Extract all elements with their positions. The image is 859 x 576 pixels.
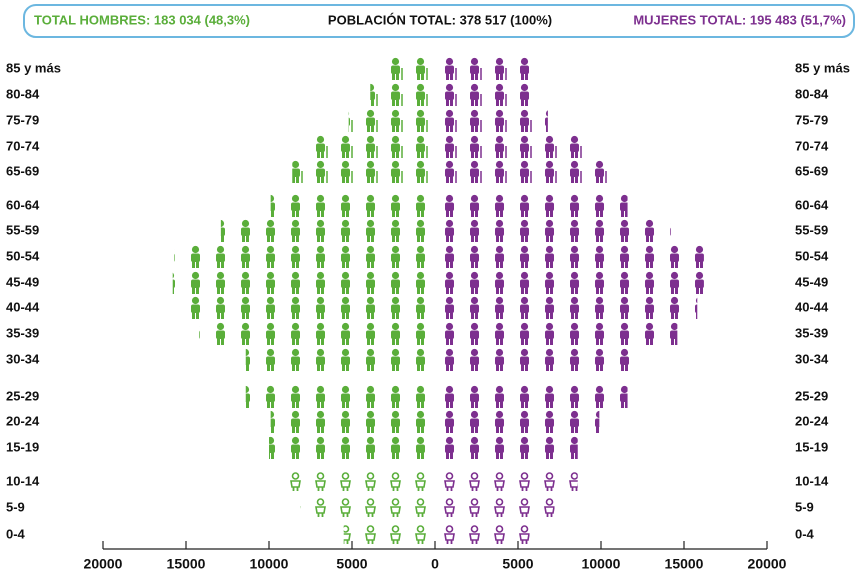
bar-men xyxy=(172,271,433,295)
x-tick-label: 10000 xyxy=(582,556,621,572)
bar-men xyxy=(390,57,433,81)
category-label-left: 30-34 xyxy=(6,351,40,366)
category-label-left: 45-49 xyxy=(6,274,39,289)
category-label-right: 20-24 xyxy=(795,413,829,428)
category-label-left: 65-69 xyxy=(6,163,39,178)
bar-women xyxy=(437,83,530,107)
bar-women xyxy=(437,348,645,372)
category-label-left: 10-14 xyxy=(6,473,40,488)
bar-women xyxy=(437,322,678,346)
bar-men xyxy=(245,385,433,409)
category-label-right: 70-74 xyxy=(795,138,829,153)
x-tick-label: 5000 xyxy=(502,556,533,572)
category-label-left: 5-9 xyxy=(6,499,25,514)
category-label-right: 60-64 xyxy=(795,197,829,212)
bar-women xyxy=(437,245,704,269)
category-label-left: 85 y más xyxy=(6,60,61,75)
x-tick-label: 20000 xyxy=(748,556,787,572)
bar-men xyxy=(370,83,433,107)
bar-men xyxy=(270,410,433,434)
legend-box xyxy=(23,4,855,38)
category-label-right: 0-4 xyxy=(795,526,815,541)
category-label-right: 65-69 xyxy=(795,163,828,178)
bar-women xyxy=(437,160,613,184)
x-tick-label: 15000 xyxy=(167,556,206,572)
bar-men xyxy=(300,496,433,520)
category-label-right: 85 y más xyxy=(795,60,850,75)
bar-women xyxy=(437,436,578,460)
bar-men xyxy=(220,219,433,243)
category-label-left: 55-59 xyxy=(6,222,39,237)
x-tick-label: 0 xyxy=(431,556,439,572)
category-label-left: 20-24 xyxy=(6,413,40,428)
x-tick-label: 15000 xyxy=(665,556,704,572)
legend-men: TOTAL HOMBRES: 183 034 (48,3%) xyxy=(34,12,250,27)
category-label-left: 75-79 xyxy=(6,112,39,127)
bar-men xyxy=(176,296,434,320)
bar-women xyxy=(437,470,578,494)
bar-men xyxy=(199,322,433,346)
category-label-left: 35-39 xyxy=(6,325,39,340)
x-tick-label: 20000 xyxy=(84,556,123,572)
bar-men xyxy=(292,160,433,184)
bar-women xyxy=(437,57,530,81)
category-label-left: 25-29 xyxy=(6,388,39,403)
category-label-left: 80-84 xyxy=(6,86,40,101)
bar-men xyxy=(245,348,433,372)
bar-women xyxy=(437,385,628,409)
bar-men xyxy=(270,194,433,218)
bar-men xyxy=(174,245,433,269)
category-label-right: 50-54 xyxy=(795,248,829,263)
category-label-right: 55-59 xyxy=(795,222,828,237)
category-label-right: 5-9 xyxy=(795,499,814,514)
category-label-right: 35-39 xyxy=(795,325,828,340)
category-label-right: 25-29 xyxy=(795,388,828,403)
chart-title: POBLACIÓN TOTAL: 378 517 (100%) xyxy=(328,12,552,27)
bar-women xyxy=(437,135,590,159)
category-label-right: 40-44 xyxy=(795,299,829,314)
category-label-left: 50-54 xyxy=(6,248,40,263)
bar-women xyxy=(437,523,530,547)
bar-men xyxy=(280,470,433,494)
category-label-left: 40-44 xyxy=(6,299,40,314)
category-label-right: 75-79 xyxy=(795,112,828,127)
bar-women xyxy=(437,410,600,434)
bar-men xyxy=(269,436,433,460)
bar-women xyxy=(437,271,704,295)
bar-women xyxy=(437,296,698,320)
category-label-left: 60-64 xyxy=(6,197,40,212)
bar-women xyxy=(437,109,548,133)
bar-women xyxy=(437,194,628,218)
category-label-right: 30-34 xyxy=(795,351,829,366)
category-label-right: 15-19 xyxy=(795,439,828,454)
bar-men xyxy=(315,135,433,159)
category-label-right: 10-14 xyxy=(795,473,829,488)
legend-women: MUJERES TOTAL: 195 483 (51,7%) xyxy=(633,12,846,27)
x-tick-label: 5000 xyxy=(336,556,367,572)
category-label-left: 70-74 xyxy=(6,138,40,153)
category-label-left: 0-4 xyxy=(6,526,26,541)
bar-men xyxy=(343,523,433,547)
bar-women xyxy=(437,219,671,243)
bar-men xyxy=(348,109,433,133)
category-label-left: 15-19 xyxy=(6,439,39,454)
category-label-right: 45-49 xyxy=(795,274,828,289)
x-tick-label: 10000 xyxy=(250,556,289,572)
bar-women xyxy=(437,496,555,520)
category-label-right: 80-84 xyxy=(795,86,829,101)
